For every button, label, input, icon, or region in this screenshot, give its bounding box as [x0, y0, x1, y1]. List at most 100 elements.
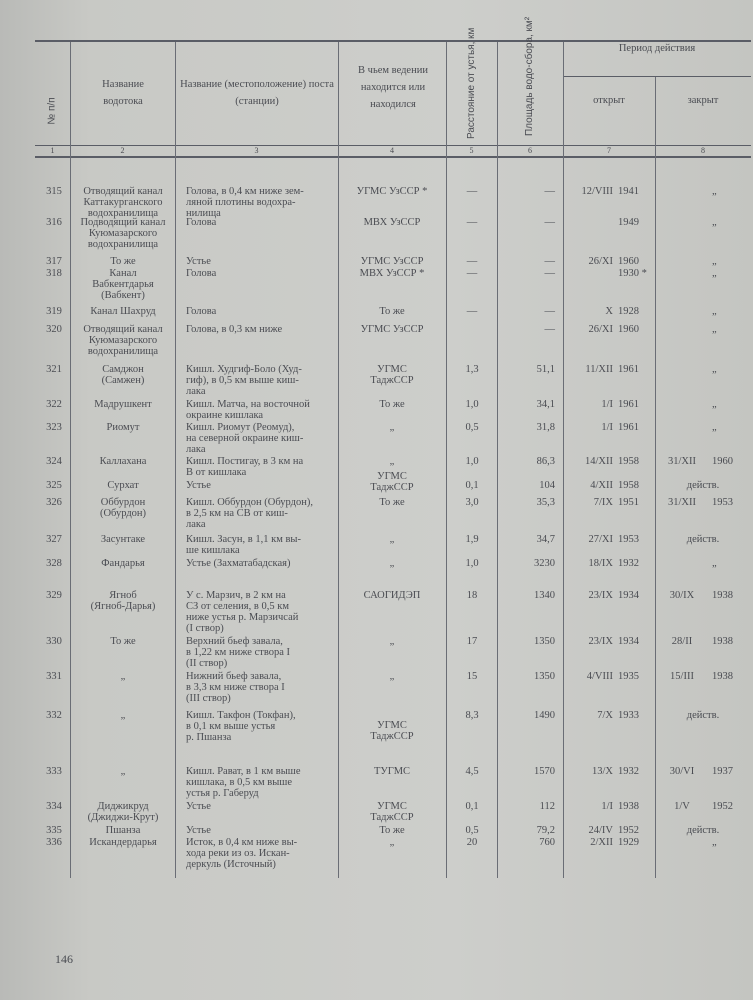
- distance-km: —: [466, 306, 478, 317]
- opened-date: 7/X: [597, 710, 613, 721]
- row-number: 323: [46, 422, 62, 433]
- col-number: 7: [607, 146, 611, 155]
- watercourse-name: Самджон (Самжен): [101, 364, 145, 386]
- closed-year: 1960: [712, 456, 733, 467]
- basin-area: 1350: [534, 636, 555, 647]
- watercourse-name: Пшанза: [105, 825, 141, 836]
- watercourse-name: Отводящий канал Каттакурганского водохра…: [83, 186, 163, 219]
- post-name: Верхний бьеф завала, в 1,22 км ниже ство…: [186, 636, 291, 669]
- basin-area: —: [544, 186, 556, 197]
- opened-year: 1960: [618, 256, 639, 267]
- authority: То же: [379, 399, 405, 410]
- row-number: 321: [46, 364, 62, 375]
- col-divider: [338, 42, 339, 878]
- col-number: 5: [469, 146, 474, 155]
- header-authority: В чьем ведении находится или находился: [358, 65, 428, 110]
- header-bottom-rule: [35, 156, 751, 158]
- basin-area: 1570: [534, 766, 555, 777]
- authority: „: [389, 456, 395, 467]
- closed-date: действ.: [686, 710, 720, 721]
- authority: „: [389, 636, 395, 647]
- col-divider: [497, 42, 498, 878]
- post-name: Исток, в 0,4 км ниже вы- хода реки из оз…: [186, 837, 298, 870]
- opened-date: 13/X: [592, 766, 613, 777]
- post-name: Кишл. Риомут (Реомуд), на северной окраи…: [186, 422, 304, 455]
- header-watercourse: Название водотока: [102, 79, 144, 107]
- distance-km: 17: [466, 636, 478, 647]
- distance-km: —: [466, 256, 478, 267]
- header-closed: закрыт: [687, 95, 719, 106]
- basin-area: 79,2: [536, 825, 555, 836]
- header-period: Период действия: [618, 43, 696, 54]
- authority: УГМС ТаджССР: [370, 364, 414, 386]
- basin-area: 1350: [534, 671, 555, 682]
- closed-year: „: [712, 399, 717, 410]
- basin-area: 35,3: [536, 497, 555, 508]
- basin-area: 760: [539, 837, 555, 848]
- opened-year: 1952: [618, 825, 639, 836]
- col-number: 1: [50, 146, 55, 155]
- authority: УГМС ТаджССР: [370, 471, 414, 493]
- opened-year: 1929: [618, 837, 639, 848]
- opened-date: 24/IV: [588, 825, 614, 836]
- distance-km: 1,0: [465, 456, 479, 467]
- closed-year: 1937: [712, 766, 733, 777]
- authority: „: [389, 534, 395, 545]
- closed-year: „: [712, 256, 717, 267]
- opened-date: 4/VIII: [586, 671, 613, 682]
- post-name: Устье: [186, 480, 211, 491]
- basin-area: 112: [539, 801, 555, 812]
- header-opened: открыт: [593, 95, 625, 106]
- authority: То же: [379, 497, 405, 508]
- opened-year: 1932: [618, 558, 639, 569]
- authority: „: [389, 422, 395, 433]
- distance-km: 0,5: [465, 422, 479, 433]
- row-number: 320: [46, 324, 62, 335]
- post-name: Устье: [186, 256, 211, 267]
- closed-date: 15/III: [670, 671, 694, 682]
- row-number: 333: [46, 766, 62, 777]
- closed-date: действ.: [686, 825, 720, 836]
- row-number: 327: [46, 534, 62, 545]
- watercourse-name: Канал Шахруд: [90, 306, 156, 317]
- opened-date: 11/XII: [585, 364, 613, 375]
- post-name: Устье: [186, 825, 211, 836]
- period-subrule: [563, 76, 751, 77]
- table-top-rule: [35, 40, 751, 42]
- authority: УГМС УзССР *: [356, 186, 428, 197]
- opened-date: 7/IX: [593, 497, 613, 508]
- header-number-rule: [35, 145, 751, 146]
- distance-km: 3,0: [465, 497, 479, 508]
- closed-year: „: [712, 268, 717, 279]
- basin-area: 86,3: [536, 456, 555, 467]
- distance-km: 18: [466, 590, 478, 601]
- closed-date: 1/V: [674, 801, 690, 812]
- col-divider: [175, 42, 176, 878]
- opened-year: 1961: [618, 399, 639, 410]
- basin-area: —: [544, 256, 556, 267]
- post-name: Голова: [186, 217, 217, 228]
- basin-area: —: [544, 306, 556, 317]
- basin-area: 31,8: [536, 422, 555, 433]
- opened-year: 1961: [618, 364, 639, 375]
- basin-area: —: [544, 217, 556, 228]
- watercourse-name: Фандарья: [101, 558, 145, 569]
- row-number: 332: [46, 710, 62, 721]
- header-post: Название (местоположение) поста (станции…: [180, 79, 334, 107]
- distance-km: 0,1: [465, 480, 479, 491]
- basin-area: 104: [539, 480, 555, 491]
- row-number: 329: [46, 590, 62, 601]
- authority: То же: [379, 306, 405, 317]
- distance-km: —: [466, 186, 478, 197]
- basin-area: 1340: [534, 590, 555, 601]
- row-number: 324: [46, 456, 62, 467]
- opened-year: 1953: [618, 534, 639, 545]
- watercourse-name: Риомут: [106, 422, 140, 433]
- distance-km: —: [466, 217, 478, 228]
- post-name: Голова: [186, 268, 217, 279]
- authority: УГМС УзССР: [360, 256, 424, 267]
- closed-year: „: [712, 837, 717, 848]
- row-number: 315: [46, 186, 62, 197]
- row-number: 331: [46, 671, 62, 682]
- col-number: 3: [254, 146, 259, 155]
